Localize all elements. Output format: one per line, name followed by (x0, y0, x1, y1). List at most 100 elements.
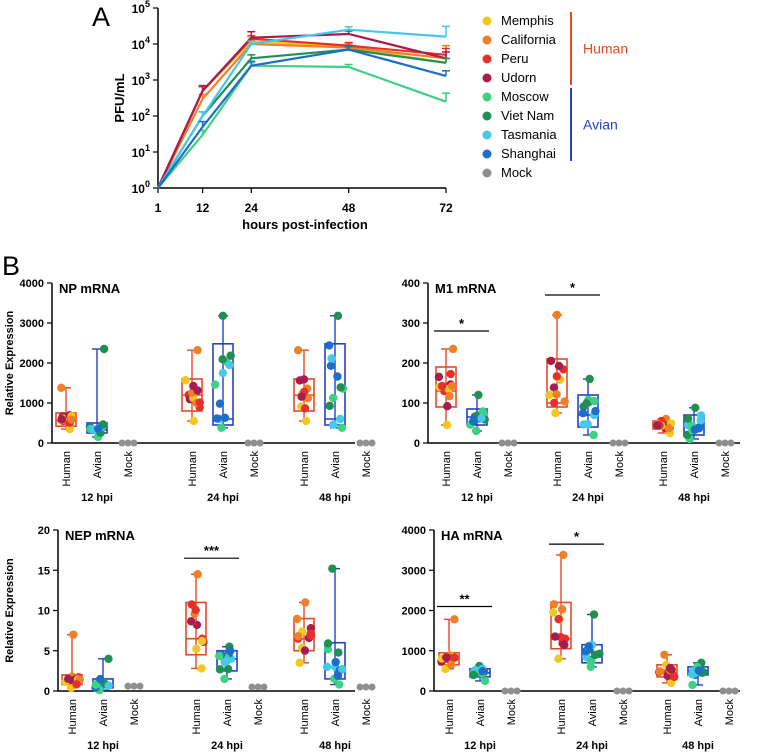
timepoint-label: 24 hpi (576, 740, 608, 752)
category-label: Avian (218, 451, 230, 478)
category-label: Avian (587, 699, 599, 726)
category-label: Avian (472, 451, 484, 478)
data-point (217, 423, 226, 432)
y-tick-label: 4000 (20, 278, 44, 290)
category-label: Mock (361, 699, 373, 726)
data-point (57, 383, 66, 392)
data-point (474, 390, 483, 400)
data-point (619, 687, 627, 695)
category-label: Human (299, 451, 311, 486)
category-label: Human (299, 699, 311, 734)
box-human (55, 412, 77, 427)
data-point (197, 664, 206, 673)
y-tick-label: 200 (402, 358, 420, 370)
y-tick-label: 2000 (402, 606, 426, 618)
data-point (193, 346, 202, 355)
data-point (335, 680, 344, 689)
data-point (300, 646, 310, 655)
data-point (613, 687, 621, 695)
legend-marker (482, 149, 492, 159)
data-point (193, 570, 202, 579)
y-tick-label: 400 (402, 278, 420, 290)
data-point (362, 683, 370, 691)
data-point (300, 404, 310, 413)
category-label: Human (67, 699, 79, 734)
timepoint-label: 24 hpi (572, 492, 604, 504)
data-point (189, 416, 198, 426)
data-point (615, 439, 623, 447)
data-point (546, 356, 556, 366)
data-point (544, 390, 554, 400)
category-label: Avian (583, 451, 595, 478)
data-point (215, 665, 225, 674)
data-point (94, 424, 103, 433)
y-tick-label: 105 (132, 0, 150, 16)
category-label: Avian (92, 451, 104, 478)
growth-curve-chart: 100 101 102 103 104 105 1 12 24 48 72 hours post-in… (112, 0, 453, 232)
legend: Memphis California Peru Udorn Moscow Viet Nam… (482, 12, 628, 180)
data-point (665, 663, 675, 673)
data-point (589, 396, 599, 406)
data-point (725, 687, 733, 695)
legend-item-shanghai: Shanghai (501, 146, 556, 161)
data-point (195, 398, 204, 407)
category-label: Mock (249, 451, 261, 478)
data-point (67, 415, 76, 424)
data-point (472, 426, 481, 436)
category-label: Human (61, 451, 73, 486)
data-point (442, 653, 451, 662)
data-point (218, 355, 227, 364)
data-point (688, 669, 697, 679)
data-point (551, 408, 560, 418)
y-tick-label: 4000 (402, 525, 426, 537)
timepoint-label: 12 hpi (81, 492, 113, 504)
category-label: Mock (253, 699, 265, 726)
data-point (215, 399, 225, 408)
timepoint-label: 24 hpi (207, 492, 239, 504)
data-point (653, 421, 662, 430)
timepoint-label: 12 hpi (87, 740, 119, 752)
data-point (333, 311, 343, 320)
data-point (297, 392, 306, 401)
data-point (498, 439, 506, 447)
data-point (585, 374, 594, 384)
data-point (446, 369, 455, 379)
data-point (327, 354, 336, 363)
data-point (220, 413, 230, 423)
significance-label: ** (459, 591, 470, 606)
data-point (448, 344, 458, 354)
chart-title: M1 mRNA (435, 281, 497, 296)
category-label: Avian (222, 699, 234, 726)
data-point (124, 439, 132, 447)
group-label-avian: Avian (583, 117, 618, 133)
data-point (591, 406, 600, 416)
y-tick-label: 102 (132, 107, 150, 124)
y-tick-label: 2000 (20, 358, 44, 370)
data-point (301, 598, 310, 607)
m1-mrna-chart: 0 100 200 300 400 M1 mRNA Human Avian Mock 12 hpi… (402, 278, 740, 504)
legend-item-peru: Peru (501, 51, 528, 66)
data-point (550, 632, 560, 641)
data-point (91, 680, 101, 689)
data-point (589, 610, 599, 619)
timepoint-label: 12 hpi (464, 740, 496, 752)
data-point (329, 393, 338, 403)
category-label: Avian (475, 699, 487, 726)
box-human (546, 358, 568, 408)
data-point (244, 439, 252, 447)
data-point (325, 341, 334, 350)
data-point (368, 439, 376, 447)
data-point (334, 648, 343, 657)
data-point (510, 439, 518, 447)
data-point (683, 414, 693, 423)
data-point (336, 414, 345, 424)
chart-title: HA mRNA (441, 528, 503, 543)
chart-title: NP mRNA (59, 281, 121, 296)
category-label: Human (658, 451, 670, 486)
category-label: Avian (98, 699, 110, 726)
data-point (223, 664, 233, 674)
data-point (65, 424, 75, 434)
data-point (328, 564, 337, 573)
y-axis-label: PFU/mL (112, 73, 127, 122)
